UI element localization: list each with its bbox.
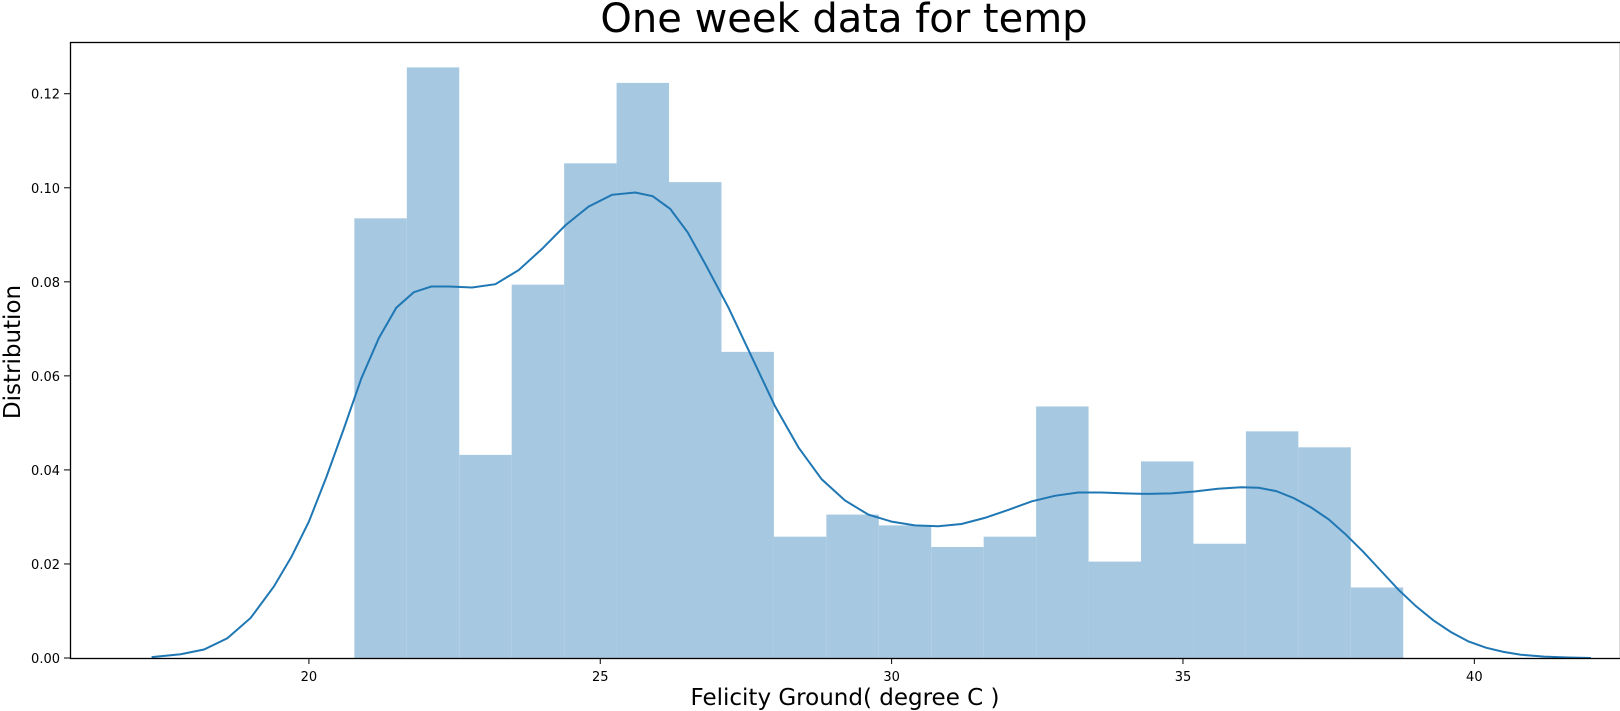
y-tick-label: 0.10 [31, 182, 60, 197]
plot-frame [69, 41, 1620, 660]
histogram-bar-11 [931, 547, 984, 658]
histogram-bar-3 [511, 284, 565, 658]
histogram-bar-15 [1141, 461, 1194, 658]
x-tick-label: 20 [301, 670, 318, 685]
histogram-bar-0 [354, 218, 407, 658]
histogram-bar-6 [669, 182, 722, 659]
y-axis: 0.00 0.02 0.04 0.06 0.08 0.10 0.12 [31, 88, 70, 667]
chart-title: One week data for temp [600, 0, 1087, 42]
y-axis-title: Distribution [0, 285, 26, 419]
histogram-bar-12 [983, 536, 1037, 658]
x-tick-label: 25 [592, 670, 609, 685]
histogram-bar-18 [1298, 447, 1351, 658]
histogram-bar-5 [616, 82, 670, 659]
histogram-bar-2 [459, 454, 512, 658]
histogram-bar-17 [1245, 431, 1299, 658]
y-tick-label: 0.08 [31, 276, 60, 291]
histogram-bar-1 [406, 67, 460, 659]
y-tick-label: 0.06 [31, 370, 60, 385]
histogram-bar-10 [878, 525, 932, 658]
histogram-bar-7 [721, 351, 774, 658]
histogram-bar-14 [1088, 561, 1142, 658]
histogram-bar-9 [826, 514, 879, 658]
x-tick-label: 30 [883, 670, 900, 685]
y-tick-label: 0.00 [31, 652, 60, 667]
histogram-bar-19 [1350, 587, 1404, 658]
y-tick-label: 0.04 [31, 464, 60, 479]
x-tick-label: 40 [1466, 670, 1483, 685]
histogram-bar-8 [773, 536, 827, 658]
histogram-bar-13 [1036, 406, 1089, 658]
histogram-bar-4 [564, 163, 617, 658]
y-tick-label: 0.12 [31, 88, 60, 103]
x-tick-label: 35 [1175, 670, 1192, 685]
histogram-bar-16 [1193, 543, 1246, 658]
y-tick-label: 0.02 [31, 558, 60, 573]
x-axis-title: Felicity Ground( degree C ) [690, 685, 999, 711]
histogram-bars [354, 67, 1404, 659]
kde-curve [151, 191, 1591, 659]
x-axis: 20 25 30 35 40 [301, 658, 1483, 685]
